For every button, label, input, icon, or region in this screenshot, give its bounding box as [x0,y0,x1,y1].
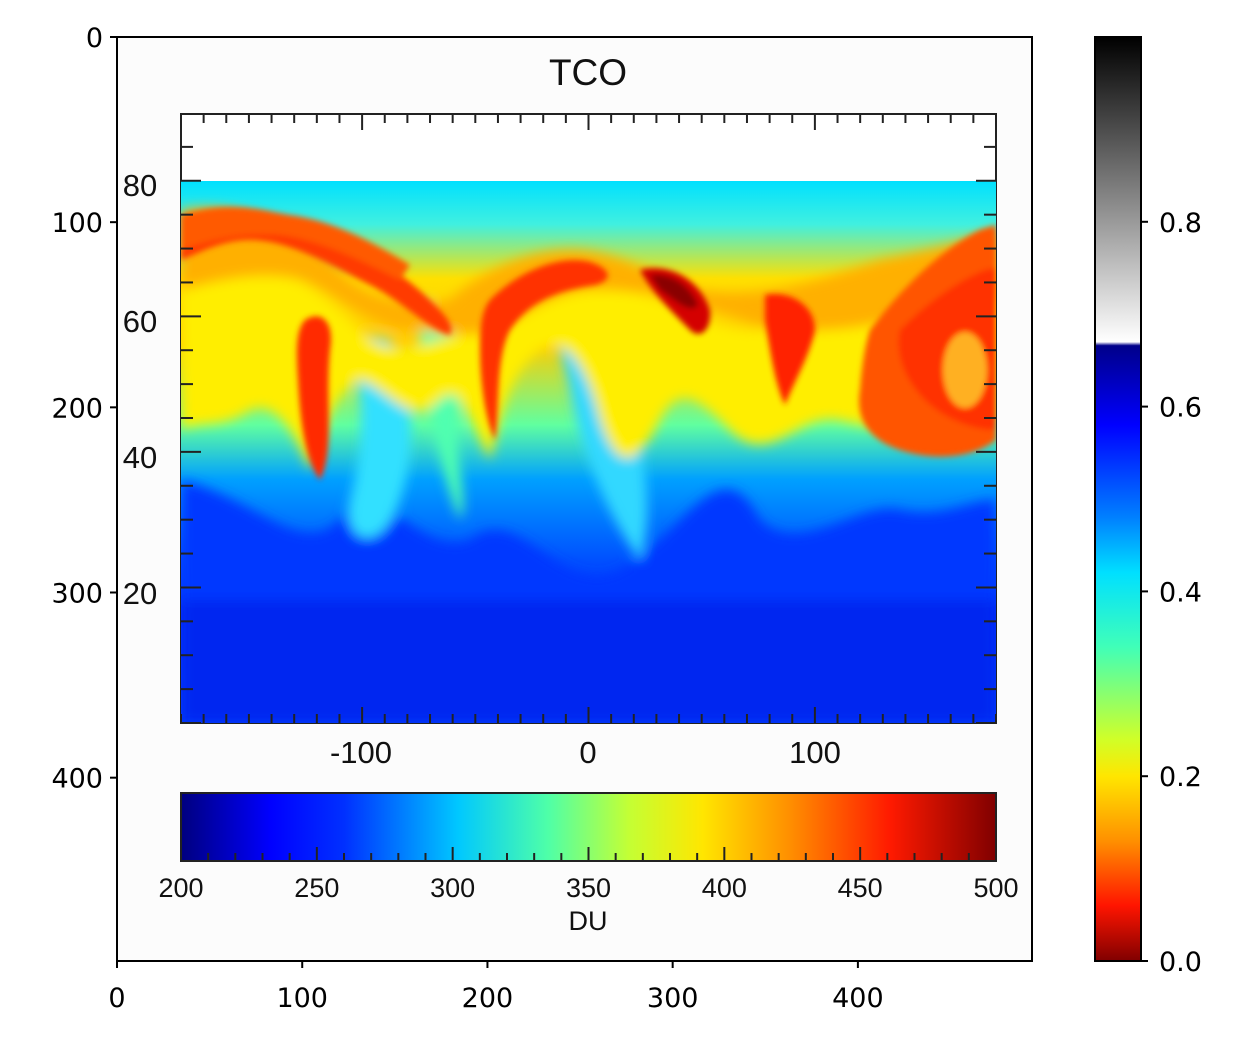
y-tick-label: 300 [51,579,103,610]
image-y-axis: 0 100 200 300 400 [51,23,117,795]
inner-colorbar-label: DU [569,906,608,936]
inner-colorbar-tick-label: 450 [838,873,883,903]
y-tick-label: 0 [86,23,103,54]
inner-colorbar-tick-label: 300 [430,873,475,903]
inner-x-tick-neg100: -100 [330,735,392,770]
y-tick-label: 400 [51,764,103,795]
inner-colorbar-tick-label: 500 [973,873,1018,903]
inner-y-tick-40: 40 [123,440,157,475]
inner-y-tick-80: 80 [123,168,157,203]
inner-y-tick-labels: 80 60 40 20 [123,168,157,611]
inner-colorbar-ticks [180,847,997,861]
x-tick-label: 400 [832,983,884,1014]
colorbar-tick-label: 0.8 [1159,208,1202,239]
inner-x-tick-labels: -100 0 100 [330,735,841,770]
image-x-axis: 0 100 200 300 400 [108,961,884,1014]
inner-x-tick-100: 100 [789,735,841,770]
inner-colorbar-tick-labels: 200 250 300 350 400 450 500 [158,873,1018,903]
inner-colorbar-tick-label: 350 [566,873,611,903]
colorbar-tick-label: 0.6 [1159,393,1202,424]
colorbar-tick-label: 0.2 [1159,762,1202,793]
inner-title: TCO [549,52,627,93]
y-tick-label: 100 [51,208,103,239]
outer-colorbar-ticks: 0.0 0.2 0.4 0.6 0.8 [1141,208,1202,978]
colorbar-tick-label: 0.0 [1159,947,1202,978]
inner-map-ticks [180,114,997,724]
tco-field [181,181,996,723]
inner-y-tick-20: 20 [123,576,157,611]
x-tick-label: 200 [462,983,514,1014]
inner-y-tick-60: 60 [123,304,157,339]
colorbar-tick-label: 0.4 [1159,577,1202,608]
inner-x-tick-0: 0 [579,735,596,770]
x-tick-label: 0 [108,983,125,1014]
x-tick-label: 100 [276,983,328,1014]
x-tick-label: 300 [647,983,699,1014]
image-axes-frame [116,36,1033,962]
inner-colorbar-tick-label: 200 [158,873,203,903]
y-tick-label: 200 [51,393,103,424]
inner-colorbar-tick-label: 400 [702,873,747,903]
inner-colorbar-tick-label: 250 [294,873,339,903]
outer-colorbar [1094,36,1142,962]
